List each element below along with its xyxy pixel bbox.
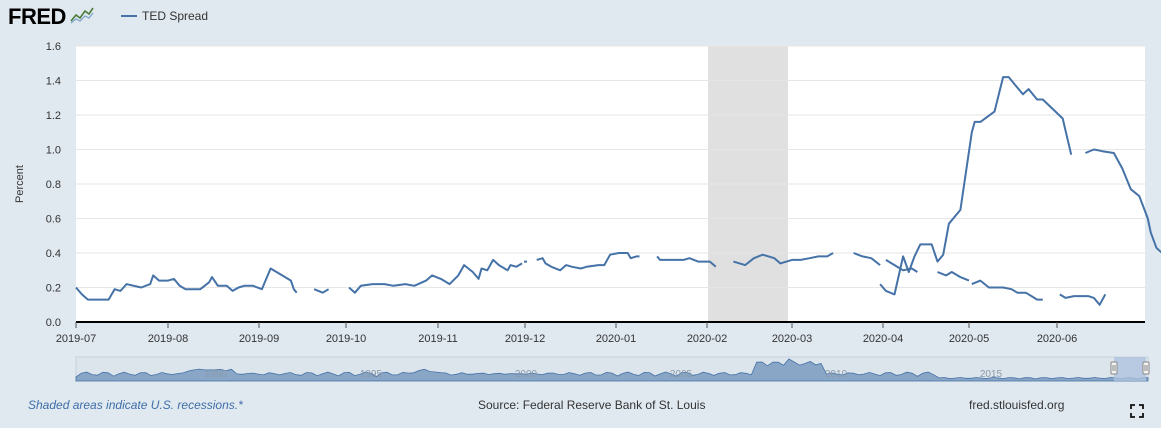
series-line-segment <box>536 252 640 272</box>
x-tick-label: 2020-06 <box>1037 333 1077 345</box>
x-tick-label: 2019-11 <box>418 333 458 345</box>
navigator-year-label: 2005 <box>670 369 693 380</box>
navigator-handle[interactable] <box>1110 361 1118 375</box>
series-line-segment <box>75 267 298 301</box>
x-tick-label: 2020-03 <box>772 333 812 345</box>
x-tick-label: 2019-07 <box>56 333 96 345</box>
x-tick-label: 2020-01 <box>596 333 636 345</box>
logo-text: FRED <box>8 4 66 29</box>
series-line-segment <box>937 271 970 282</box>
series-line-segment <box>656 255 717 268</box>
source-text: Source: Federal Reserve Bank of St. Loui… <box>478 398 706 412</box>
y-tick-label: 0.8 <box>46 179 61 191</box>
navigator-history-area <box>75 358 1149 382</box>
y-tick-label: 1.0 <box>46 145 61 157</box>
chart-legend[interactable]: TED Spread <box>121 9 208 23</box>
series-line-segment <box>1059 293 1107 306</box>
y-tick-label: 1.6 <box>46 41 61 53</box>
x-tick-label: 2019-09 <box>239 333 279 345</box>
y-tick-label: 0.6 <box>46 214 61 226</box>
series-line-segment <box>971 279 1043 301</box>
series-line-segment <box>1085 148 1161 254</box>
series-line-segment <box>348 258 523 294</box>
y-tick-label: 1.2 <box>46 110 61 122</box>
legend-swatch <box>121 15 137 17</box>
navigator-handle[interactable] <box>1142 361 1150 375</box>
series-line-segment <box>733 252 834 267</box>
legend-series-label: TED Spread <box>142 9 209 23</box>
navigator-year-label: 1995 <box>360 369 383 380</box>
series-line-segment <box>313 288 330 294</box>
expand-icon[interactable] <box>1130 404 1144 418</box>
x-tick-label: 2020-05 <box>949 333 989 345</box>
y-tick-label: 1.4 <box>46 76 61 88</box>
x-tick-label: 2020-02 <box>687 333 727 345</box>
x-tick-label: 2019-12 <box>505 333 545 345</box>
y-tick-label: 0.2 <box>46 283 61 295</box>
series-line-segment <box>879 76 1073 296</box>
x-tick-label: 2019-08 <box>148 333 188 345</box>
navigator-year-label: 2015 <box>980 369 1003 380</box>
x-tick-label: 2020-04 <box>863 333 903 345</box>
site-url: fred.stlouisfed.org <box>969 398 1065 412</box>
navigator-year-label: 2010 <box>825 369 848 380</box>
series-line-segment <box>853 252 881 266</box>
navigator-year-label: 2000 <box>515 369 538 380</box>
trend-line-icon <box>69 4 94 30</box>
y-axis-label: Percent <box>14 165 26 203</box>
series-line-segment <box>885 259 918 273</box>
y-tick-label: 0.4 <box>46 248 61 260</box>
recession-note-link[interactable]: Shaded areas indicate U.S. recessions.* <box>28 398 243 412</box>
fred-logo[interactable]: FRED <box>8 4 94 30</box>
x-tick-label: 2019-10 <box>326 333 366 345</box>
navigator-year-label: 1990 <box>205 369 228 380</box>
y-tick-label: 0.0 <box>46 317 61 329</box>
navigator-selection <box>1114 357 1146 381</box>
